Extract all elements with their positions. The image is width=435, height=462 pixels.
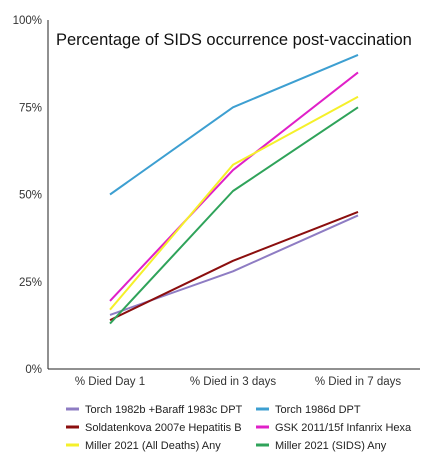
legend-label: Soldatenkova 2007e Hepatitis B — [85, 422, 242, 434]
legend-label: Torch 1986d DPT — [275, 404, 361, 416]
y-tick-label: 100% — [13, 15, 42, 27]
y-tick-label: 25% — [19, 277, 42, 289]
x-tick-label: % Died in 7 days — [315, 376, 402, 388]
y-tick-label: 75% — [19, 102, 42, 114]
legend-label: GSK 2011/15f Infanrix Hexa — [275, 422, 412, 434]
y-tick-label: 0% — [25, 364, 42, 376]
series-line — [109, 106, 359, 325]
series-line — [109, 53, 359, 196]
chart-title: Percentage of SIDS occurrence post-vacci… — [56, 31, 412, 49]
x-tick-label: % Died Day 1 — [75, 376, 145, 388]
series-line — [109, 210, 359, 322]
x-tick-label: % Died in 3 days — [190, 376, 277, 388]
y-tick-label: 50% — [19, 190, 42, 202]
series-line — [109, 71, 359, 302]
series-lines — [109, 53, 359, 325]
legend-label: Miller 2021 (SIDS) Any — [275, 440, 387, 452]
legend: Torch 1982b +Baraff 1983c DPT Torch 1986d… — [66, 404, 412, 452]
series-line — [109, 95, 359, 311]
x-ticks: % Died Day 1 % Died in 3 days % Died in 7 … — [75, 376, 402, 388]
legend-label: Miller 2021 (All Deaths) Any — [85, 440, 221, 452]
y-ticks: 0% 25% 50% 75% 100% — [13, 15, 42, 376]
legend-label: Torch 1982b +Baraff 1983c DPT — [85, 404, 243, 416]
axes — [47, 20, 420, 370]
